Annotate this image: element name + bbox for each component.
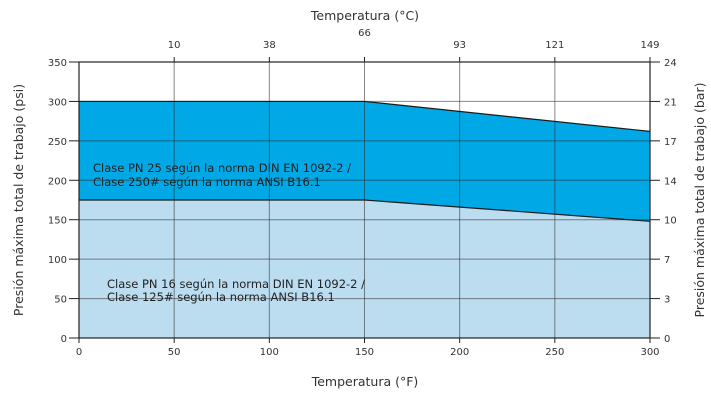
pn25-label-line-2: Clase 250# según la norma ANSI B16.1	[93, 175, 321, 189]
y-tick-label-left: 0	[61, 334, 67, 345]
y-axis-title-left: Presión máxima total de trabajo (psi)	[11, 84, 26, 316]
x-tick-label-top: 149	[640, 40, 659, 51]
y-tick-label-left: 200	[48, 176, 67, 187]
y-tick-label-right: 10	[664, 216, 677, 227]
x-tick-label-bottom: 200	[450, 347, 469, 358]
y-tick-label-left: 300	[48, 97, 67, 108]
x-tick-label-bottom: 0	[76, 347, 82, 358]
y-tick-label-right: 7	[664, 255, 670, 266]
y-tick-label-right: 21	[664, 97, 677, 108]
x-tick-label-bottom: 300	[640, 347, 659, 358]
x-tick-label-bottom: 250	[545, 347, 564, 358]
y-tick-label-right: 3	[664, 295, 670, 306]
pn16-label-line-1: Clase PN 16 según la norma DIN EN 1092-2…	[107, 277, 365, 291]
pn25-label-line-1: Clase PN 25 según la norma DIN EN 1092-2…	[93, 161, 351, 175]
series-line-2	[79, 199, 651, 222]
y-tick-label-right: 14	[664, 176, 677, 187]
x-tick-label-bottom: 50	[168, 347, 181, 358]
x-tick-label-top: 93	[453, 40, 466, 51]
y-tick-label-right: 0	[664, 334, 670, 345]
x-tick-label-top: 10	[168, 40, 181, 51]
y-tick-label-left: 150	[48, 216, 67, 227]
y-tick-label-left: 100	[48, 255, 67, 266]
y-tick-label-left: 50	[54, 295, 67, 306]
x-tick-label-top: 38	[263, 40, 276, 51]
y-tick-label-left: 250	[48, 137, 67, 148]
x-axis-title-bottom: Temperatura (°F)	[311, 374, 419, 389]
x-tick-label-top: 66	[358, 28, 371, 39]
x-tick-label-bottom: 150	[355, 347, 374, 358]
y-tick-label-left: 350	[48, 58, 67, 69]
x-tick-label-bottom: 100	[260, 347, 279, 358]
pn16-label-line-2: Clase 125# según la norma ANSI B16.1	[107, 290, 335, 304]
x-tick-label-top: 121	[545, 40, 564, 51]
series-line-1	[79, 100, 651, 132]
y-tick-label-right: 24	[664, 58, 677, 69]
x-axis-title-top: Temperatura (°C)	[310, 8, 419, 23]
chart-lines	[79, 100, 651, 222]
y-axis-title-right: Presión máxima total de trabajo (bar)	[692, 83, 707, 318]
y-tick-label-right: 17	[664, 137, 677, 148]
